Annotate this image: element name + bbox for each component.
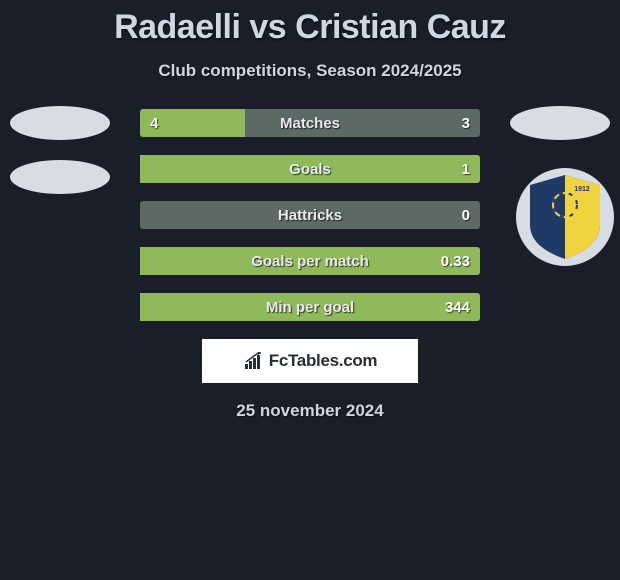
value-right: 344 [445, 299, 470, 316]
stat-label: Goals per match [251, 253, 369, 270]
stat-label: Goals [289, 161, 331, 178]
club-badge-right: 1912 [516, 168, 614, 266]
player-right-placeholder-1 [510, 106, 610, 140]
subtitle: Club competitions, Season 2024/2025 [0, 61, 620, 81]
brand-box: FcTables.com [202, 339, 418, 383]
date-text: 25 november 2024 [0, 401, 620, 421]
brand-text: FcTables.com [269, 351, 378, 371]
value-right: 0 [462, 207, 470, 224]
stat-label: Matches [280, 115, 340, 132]
svg-text:1912: 1912 [574, 186, 590, 193]
shield-icon: 1912 [530, 175, 600, 259]
stat-label: Hattricks [278, 207, 342, 224]
stat-row-mpg: Min per goal 344 [140, 293, 480, 321]
player-left-placeholder-1 [10, 106, 110, 140]
stat-label: Min per goal [266, 299, 354, 316]
value-right: 1 [462, 161, 470, 178]
stat-row-goals: Goals 1 [140, 155, 480, 183]
stat-row-gpm: Goals per match 0.33 [140, 247, 480, 275]
chart-icon [243, 352, 265, 370]
stat-row-matches: 4 Matches 3 [140, 109, 480, 137]
value-right: 3 [462, 115, 470, 132]
value-right: 0.33 [441, 253, 470, 270]
player-left-placeholder-2 [10, 160, 110, 194]
page-title: Radaelli vs Cristian Cauz [0, 0, 620, 47]
stat-row-hattricks: Hattricks 0 [140, 201, 480, 229]
value-left: 4 [150, 115, 158, 132]
